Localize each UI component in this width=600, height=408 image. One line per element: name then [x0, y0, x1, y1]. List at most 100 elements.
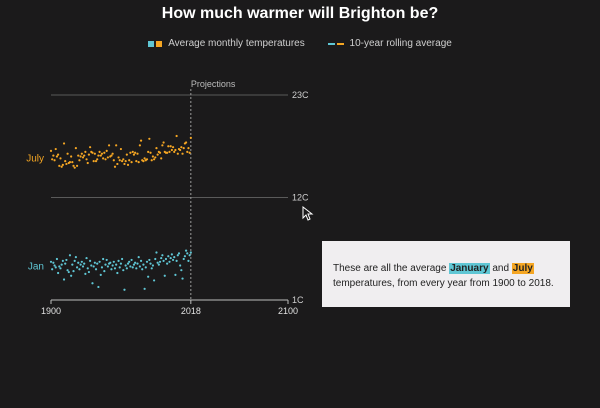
jan-point — [128, 260, 131, 263]
jan-point — [53, 264, 56, 267]
july-point — [75, 164, 79, 167]
jan-point — [143, 287, 146, 290]
jan-point — [77, 261, 80, 264]
july-point — [152, 158, 156, 161]
jan-point — [189, 251, 192, 254]
jan-point — [111, 264, 114, 267]
jan-point — [91, 282, 94, 285]
jan-point — [59, 267, 62, 270]
jan-point — [152, 279, 156, 282]
july-point — [123, 162, 126, 166]
jan-point — [148, 258, 151, 262]
july-point — [174, 148, 177, 152]
jan-point — [134, 261, 137, 264]
jan-point — [87, 270, 91, 274]
july-point — [111, 152, 114, 155]
jan-point — [84, 272, 87, 276]
july-point — [162, 141, 165, 144]
jan-point — [112, 260, 115, 263]
july-point — [148, 137, 151, 140]
july-point — [135, 160, 138, 163]
july-point — [80, 152, 83, 155]
july-point — [110, 154, 113, 157]
projection-label: Projections — [191, 79, 236, 89]
jan-point — [144, 266, 147, 269]
july-point — [180, 146, 183, 149]
july-point — [130, 160, 133, 164]
july-point — [173, 150, 176, 153]
jan-point — [123, 288, 126, 291]
july-point — [57, 153, 60, 156]
chart-title: How much warmer will Brighton be? — [161, 5, 439, 22]
july-point — [84, 150, 87, 153]
jan-point — [141, 268, 144, 271]
july-point — [83, 154, 86, 157]
jan-point — [72, 270, 75, 273]
legend-jan-swatch — [148, 40, 155, 47]
jan-point — [78, 268, 81, 271]
annotation-text-mid: and — [489, 263, 512, 274]
series-label-jan: Jan — [28, 262, 44, 273]
july-point — [168, 150, 171, 153]
jan-point — [106, 265, 109, 268]
jan-point — [150, 267, 153, 270]
jan-point — [118, 266, 121, 269]
july-point — [175, 134, 178, 138]
jan-point — [117, 259, 120, 262]
jan-point — [89, 259, 92, 262]
jan-point — [75, 266, 79, 269]
july-point — [100, 152, 104, 155]
july-point — [96, 158, 99, 161]
july-point — [112, 159, 115, 162]
jan-point — [94, 268, 98, 271]
y-tick-label: 1C — [292, 295, 304, 305]
july-point — [115, 144, 118, 147]
jan-point — [49, 260, 53, 263]
july-point — [107, 144, 111, 147]
jan-point — [173, 256, 176, 259]
jan-point — [110, 268, 113, 271]
legend-jan-line — [327, 42, 335, 45]
legend-jul-swatch — [156, 40, 163, 47]
jan-point — [104, 263, 107, 266]
july-point — [51, 158, 54, 161]
jan-point — [74, 256, 77, 259]
july-point — [158, 151, 162, 154]
july-point — [66, 152, 69, 155]
july-point — [161, 144, 164, 147]
july-point — [59, 157, 62, 160]
jan-point — [62, 278, 66, 281]
jan-point — [182, 257, 185, 261]
series-label-july: July — [26, 154, 44, 165]
jan-point — [97, 285, 100, 289]
july-point — [86, 161, 89, 165]
jan-point — [119, 262, 123, 265]
july-point — [138, 144, 141, 147]
jan-point — [116, 271, 119, 275]
jan-point — [171, 258, 175, 262]
legend: Average monthly temperatures 10-year rol… — [0, 38, 600, 49]
july-point — [179, 148, 182, 152]
jan-point — [60, 263, 63, 266]
july-point — [147, 150, 150, 153]
july-point — [79, 155, 82, 158]
july-point — [89, 146, 92, 149]
jan-point — [162, 259, 165, 262]
jan-point — [61, 259, 64, 262]
jan-point — [122, 269, 125, 272]
july-point — [105, 149, 108, 153]
jan-point — [54, 266, 57, 269]
july-point — [171, 146, 175, 149]
jan-point — [142, 263, 145, 266]
jan-point — [166, 262, 169, 265]
july-point — [106, 156, 109, 159]
jan-point — [73, 259, 76, 262]
july-point — [102, 157, 105, 160]
jan-point — [86, 267, 89, 270]
july-point — [99, 154, 102, 157]
jan-point — [81, 265, 85, 268]
july-point — [181, 152, 184, 155]
july-point — [118, 159, 121, 162]
jan-point — [188, 254, 191, 257]
july-point — [126, 163, 130, 166]
